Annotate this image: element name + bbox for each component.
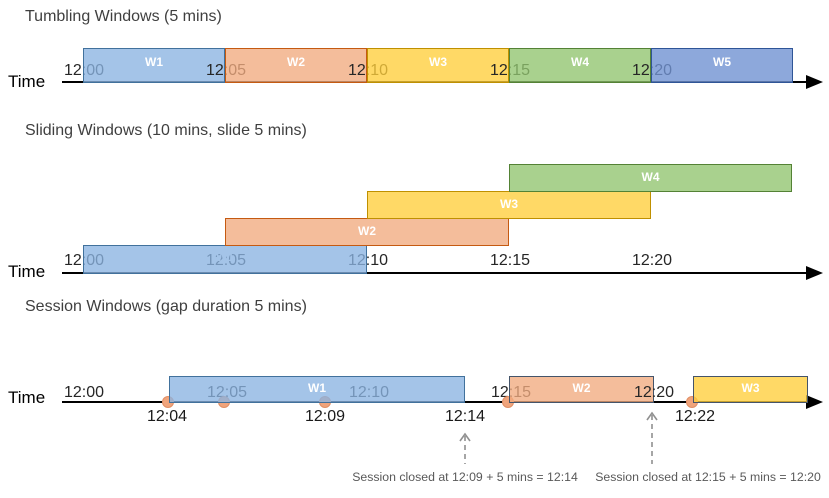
sliding-window-w1 <box>83 245 367 274</box>
tumbling-window-w2 <box>225 48 367 83</box>
session-annotation: Session closed at 12:09 + 5 mins = 12:14 <box>352 470 578 484</box>
window-label: W3 <box>741 381 760 395</box>
window-label: W3 <box>429 55 447 69</box>
tumbling-axis-label: Time <box>8 72 46 91</box>
window-label: W4 <box>641 170 660 184</box>
window-label: W2 <box>287 55 305 69</box>
event-time-label: 12:22 <box>674 408 716 425</box>
dashed-arrow-up-icon <box>646 411 658 464</box>
dashed-arrow-up-icon <box>459 432 471 464</box>
tick-label: 12:20 <box>633 384 675 401</box>
sliding-window-w3 <box>367 191 651 219</box>
window-label: W5 <box>713 55 731 69</box>
session-window-w1 <box>169 376 465 403</box>
event-time-label: 12:09 <box>304 408 346 425</box>
event-time-label: 12:04 <box>146 408 188 425</box>
sliding-timeline <box>62 272 807 274</box>
session-window-w2 <box>509 376 654 403</box>
tick-label: 12:15 <box>489 252 531 269</box>
window-label: W2 <box>572 381 591 395</box>
tick-label: 12:20 <box>631 252 673 269</box>
tumbling-window-w1 <box>83 48 225 83</box>
sliding-window-w4 <box>509 164 792 192</box>
session-title: Session Windows (gap duration 5 mins) <box>25 298 307 315</box>
window-label: W4 <box>571 55 589 69</box>
tick-label: 12:00 <box>63 384 105 401</box>
arrow-right-icon <box>806 75 823 89</box>
session-axis-label: Time <box>8 388 46 407</box>
window-label: W1 <box>145 55 163 69</box>
arrow-right-icon <box>806 395 823 409</box>
tumbling-title: Tumbling Windows (5 mins) <box>25 8 222 25</box>
session-window-w3 <box>693 376 808 403</box>
arrow-right-icon <box>806 266 823 280</box>
tumbling-window-w4 <box>509 48 651 83</box>
window-label: W3 <box>500 197 518 211</box>
sliding-window-w2 <box>225 218 509 246</box>
tumbling-window-w3 <box>367 48 509 83</box>
event-time-label: 12:14 <box>444 408 486 425</box>
session-annotation: Session closed at 12:15 + 5 mins = 12:20 <box>595 470 821 484</box>
window-label: W1 <box>308 381 326 395</box>
window-label: W2 <box>358 224 376 238</box>
sliding-axis-label: Time <box>8 262 46 281</box>
tumbling-window-w5 <box>651 48 793 83</box>
sliding-title: Sliding Windows (10 mins, slide 5 mins) <box>25 122 307 139</box>
